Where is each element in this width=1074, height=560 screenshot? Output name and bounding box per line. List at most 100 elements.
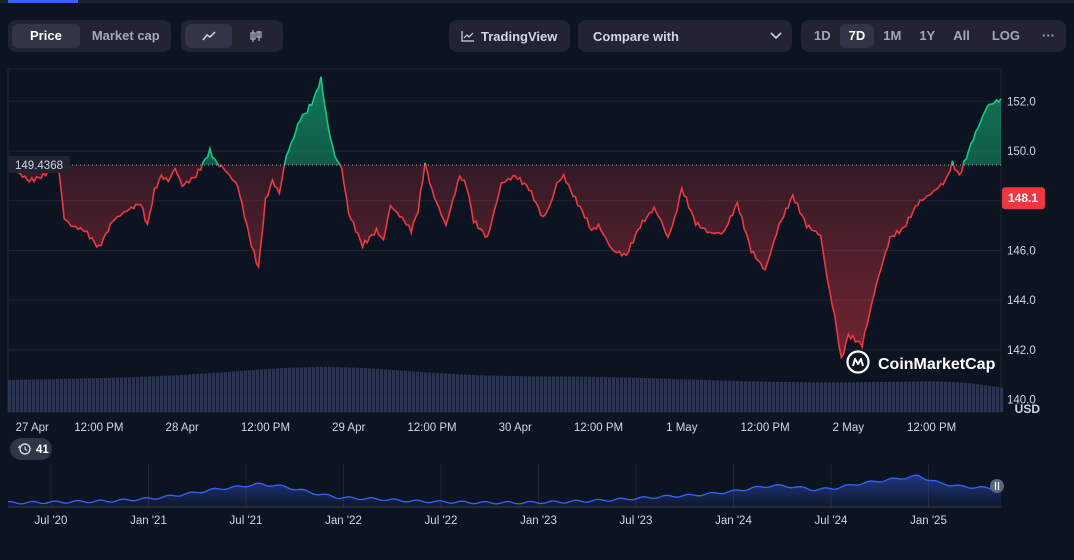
volume-bar [864,382,868,412]
volume-bar [116,377,120,412]
volume-bar [64,378,68,412]
volume-bar [800,382,804,412]
volume-bar [316,366,320,412]
volume-bar [300,367,304,412]
volume-bar [684,379,688,412]
volume-bar [180,374,184,412]
volume-bar [720,380,724,412]
y-tick-label: 150.0 [1007,146,1036,158]
volume-bar [572,376,576,412]
volume-bar [444,373,448,412]
y-tick-label: 146.0 [1007,245,1036,257]
navigator-tick-label: Jan '24 [715,515,752,527]
volume-bar [100,377,104,412]
volume-bar [920,381,924,412]
range-1y[interactable]: 1Y [919,28,936,43]
volume-bar [296,367,300,412]
market-cap-tab[interactable]: Market cap [91,28,160,43]
volume-bar [600,376,604,412]
volume-bar [892,381,896,412]
volume-bar [52,379,56,412]
x-tick-label: 12:00 PM [407,422,456,434]
x-tick-label: 28 Apr [166,422,199,434]
price-line-down [15,165,964,360]
range-7d[interactable]: 7D [839,24,875,48]
price-tab[interactable]: Price [12,24,80,48]
volume-bar [252,369,256,412]
volume-bar [756,381,760,412]
volume-bar [544,376,548,412]
volume-bar [648,378,652,412]
current-price-value: 148.1 [1008,191,1038,205]
x-tick-label: 12:00 PM [907,422,956,434]
volume-bar [148,376,152,412]
volume-bar [888,381,892,412]
navigator-handle-knob[interactable] [990,479,1004,493]
x-tick-label: 12:00 PM [74,422,123,434]
top-divider [0,0,1074,3]
volume-bar [476,375,480,412]
range-all[interactable]: All [953,28,970,43]
line-chart-button[interactable] [185,24,232,48]
volume-bar [140,376,144,412]
volume-bar [688,379,692,412]
compare-with-dropdown[interactable]: Compare with [578,20,792,52]
tradingview-button[interactable]: TradingView [449,20,570,52]
navigator-tick-label: Jul '21 [230,515,263,527]
navigator[interactable]: Jul '20 Jan '21 Jul '21 Jan '22 Jul '22 Jan '… [8,463,1004,527]
x-tick-label: 1 May [666,422,698,434]
y-tick-label: 144.0 [1007,295,1036,307]
x-tick-label: 12:00 PM [574,422,623,434]
volume-bar [212,372,216,412]
volume-bar [908,381,912,412]
volume-bar [584,376,588,412]
log-scale-button[interactable]: LOG [991,28,1021,43]
volume-bar [1000,387,1004,412]
tradingview-label: TradingView [481,28,558,44]
volume-bar [680,379,684,412]
history-clock-icon [18,443,31,455]
volume-bar [328,366,332,412]
navigator-tick-label: Jul '23 [620,515,653,527]
volume-bar [424,372,428,412]
compare-label: Compare with [593,28,679,44]
current-price-tag: 148.1 [1002,187,1045,210]
volume-bar [248,370,252,412]
history-badge-count: 41 [36,444,49,456]
volume-bar [728,380,732,412]
volume-bar [220,372,224,412]
volume-bar [568,376,572,412]
volume-bar [92,378,96,412]
more-options-button[interactable]: ··· [1042,28,1056,43]
navigator-tick-label: Jan '21 [130,515,167,527]
range-1m[interactable]: 1M [883,28,902,43]
navigator-x-labels: Jul '20 Jan '21 Jul '21 Jan '22 Jul '22 Jan '… [35,515,947,527]
volume-bar [412,371,416,412]
volume-bar [768,381,772,412]
navigator-tick-label: Jul '20 [35,515,68,527]
volume-bar [820,382,824,412]
navigator-area [8,475,1001,507]
currency-label: USD [1015,402,1041,416]
volume-bar [24,379,28,412]
volume-bar [56,378,60,412]
candlestick-button[interactable] [232,24,279,48]
volume-bar [384,369,388,412]
volume-bar [280,368,284,412]
volume-bar [464,374,468,412]
history-badge[interactable]: 41 [10,438,52,460]
volume-bar [108,377,112,412]
y-tick-label: 140.0 [1007,395,1036,407]
volume-bar [704,380,708,412]
navigator-handle[interactable] [990,479,1004,493]
volume-bar [216,372,220,412]
volume-bar [968,383,972,412]
x-tick-label: 27 Apr [16,422,49,434]
volume-bar [48,379,52,412]
range-1d[interactable]: 1D [814,28,831,43]
volume-bar [524,376,528,412]
volume-bar [588,376,592,412]
y-tick-label: 142.0 [1007,345,1036,357]
price-chart[interactable]: 149.4368 140.0142.0144.0146.0148.0150.01… [0,60,1074,560]
volume-bar [208,373,212,412]
